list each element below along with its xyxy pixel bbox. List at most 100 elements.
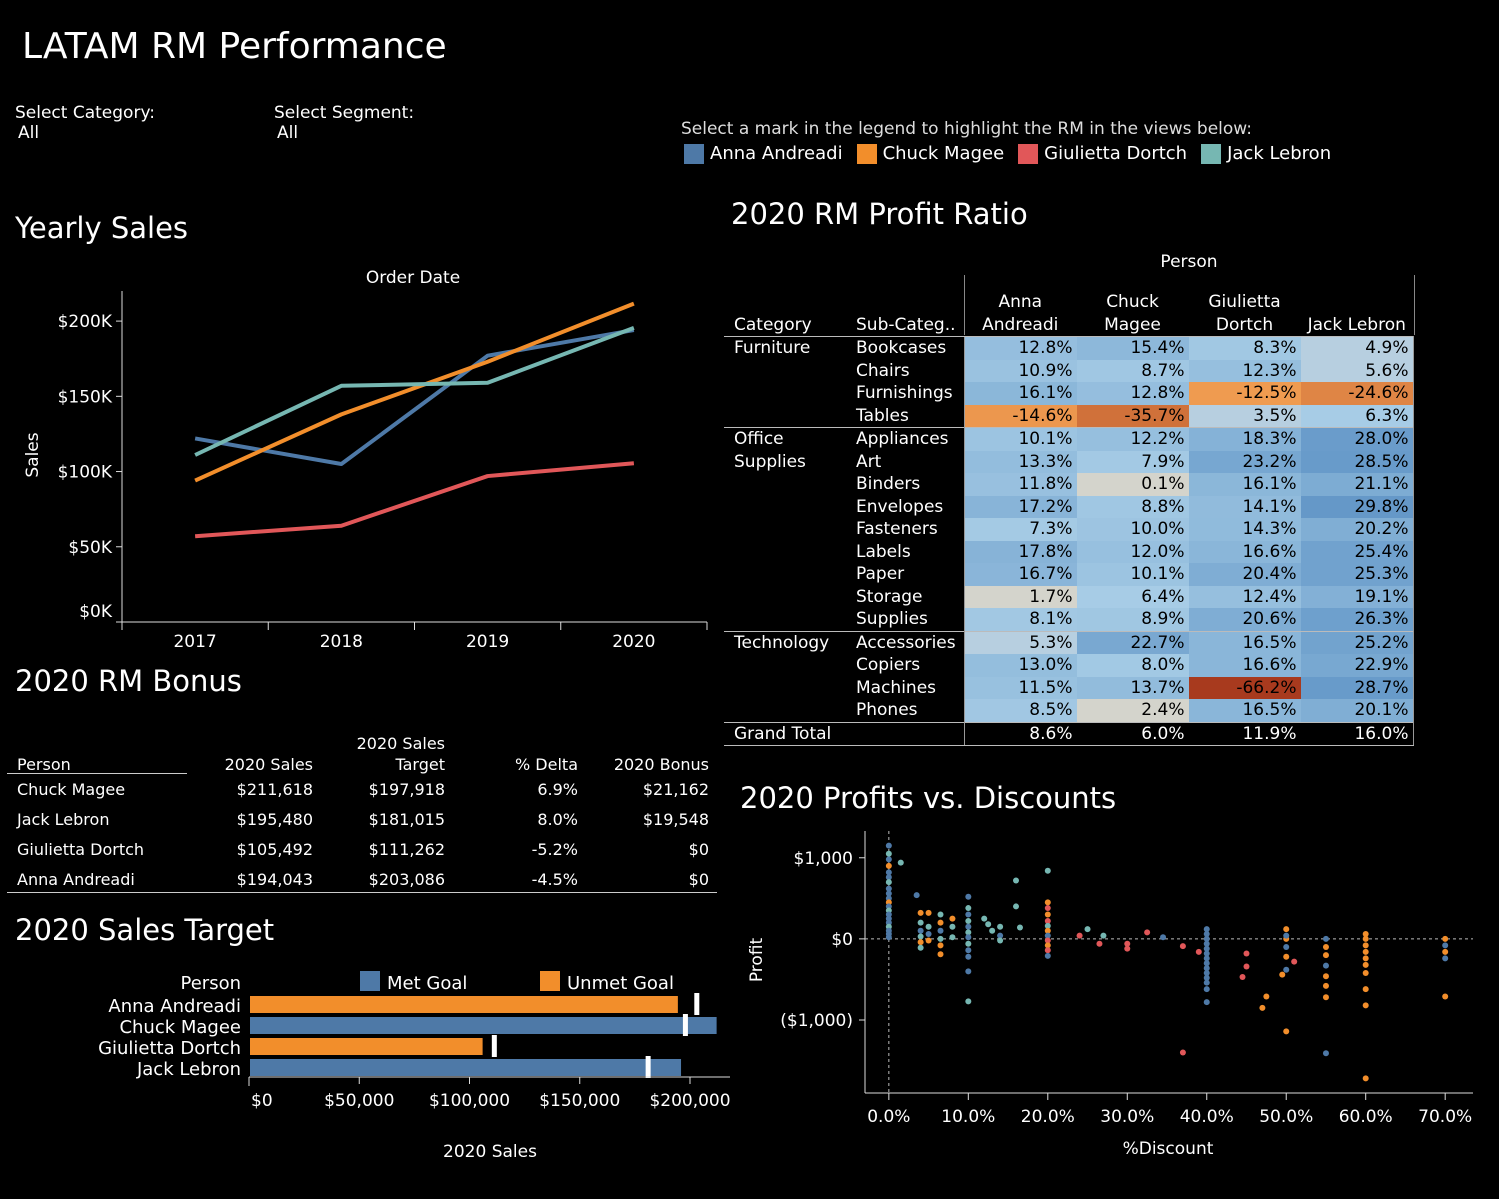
heatmap-cell[interactable]: 6.4%	[1076, 585, 1189, 608]
scatter-point[interactable]	[937, 927, 944, 934]
heatmap-cell[interactable]: 20.4%	[1188, 563, 1301, 586]
scatter-point[interactable]	[937, 942, 944, 949]
heatmap-cell[interactable]: 8.1%	[963, 608, 1077, 631]
scatter-point[interactable]	[885, 879, 892, 886]
scatter-point[interactable]	[1322, 1050, 1329, 1057]
heatmap-cell[interactable]: 10.9%	[963, 359, 1077, 382]
heatmap-cell[interactable]: 17.2%	[963, 495, 1077, 518]
scatter-point[interactable]	[965, 968, 972, 975]
heatmap-cell[interactable]: 8.0%	[1076, 654, 1189, 677]
scatter-point[interactable]	[885, 842, 892, 849]
heatmap-cell[interactable]: -66.2%	[1188, 676, 1301, 699]
scatter-point[interactable]	[1100, 932, 1107, 939]
legend-item-anna-andreadi[interactable]: Anna Andreadi	[684, 143, 843, 164]
heatmap-cell[interactable]: 11.5%	[963, 676, 1077, 699]
heatmap-cell[interactable]: 20.1%	[1300, 699, 1414, 722]
scatter-point[interactable]	[1322, 994, 1329, 1001]
heatmap-cell[interactable]: 28.5%	[1300, 450, 1414, 473]
heatmap-cell[interactable]: 2.4%	[1076, 699, 1189, 722]
scatter-point[interactable]	[1044, 905, 1051, 912]
scatter-point[interactable]	[1243, 950, 1250, 957]
scatter-point[interactable]	[1044, 927, 1051, 934]
scatter-point[interactable]	[1291, 958, 1298, 965]
bar-anna-andreadi[interactable]	[250, 996, 678, 1013]
scatter-point[interactable]	[1362, 1002, 1369, 1009]
scatter-point[interactable]	[965, 923, 972, 930]
legend-item-giulietta-dortch[interactable]: Giulietta Dortch	[1018, 143, 1187, 164]
scatter-point[interactable]	[1283, 926, 1290, 933]
scatter-point[interactable]	[997, 932, 1004, 939]
scatter-point[interactable]	[1016, 924, 1023, 931]
scatter-point[interactable]	[1195, 948, 1202, 955]
heatmap-cell[interactable]: 10.1%	[1076, 563, 1189, 586]
line-series-jack-lebron[interactable]	[194, 326, 635, 457]
heatmap-cell[interactable]: 12.8%	[963, 336, 1077, 360]
scatter-point[interactable]	[917, 919, 924, 926]
heatmap-cell[interactable]: 28.7%	[1300, 676, 1414, 699]
heatmap-cell[interactable]: 10.0%	[1076, 518, 1189, 541]
scatter-point[interactable]	[965, 940, 972, 947]
legend-item-jack-lebron[interactable]: Jack Lebron	[1201, 143, 1331, 164]
scatter-point[interactable]	[1279, 971, 1286, 978]
scatter-point[interactable]	[1203, 965, 1210, 972]
heatmap-cell[interactable]: 22.9%	[1300, 654, 1414, 677]
scatter-point[interactable]	[885, 869, 892, 876]
scatter-point[interactable]	[965, 911, 972, 918]
scatter-point[interactable]	[937, 919, 944, 926]
heatmap-cell[interactable]: 12.2%	[1076, 427, 1189, 451]
scatter-point[interactable]	[925, 909, 932, 916]
segment-filter-value[interactable]: All	[277, 123, 299, 143]
scatter-point[interactable]	[1283, 943, 1290, 950]
scatter-point[interactable]	[1203, 999, 1210, 1006]
scatter-point[interactable]	[1283, 966, 1290, 973]
scatter-point[interactable]	[949, 934, 956, 941]
scatter-point[interactable]	[1442, 993, 1449, 1000]
heatmap-cell[interactable]: 16.5%	[1188, 630, 1301, 654]
scatter-point[interactable]	[925, 931, 932, 938]
scatter-point[interactable]	[1044, 899, 1051, 906]
scatter-point[interactable]	[997, 937, 1004, 944]
scatter-point[interactable]	[1203, 945, 1210, 952]
scatter-point[interactable]	[1322, 935, 1329, 942]
scatter-point[interactable]	[1203, 986, 1210, 993]
scatter-point[interactable]	[885, 862, 892, 869]
heatmap-cell[interactable]: 25.3%	[1300, 563, 1414, 586]
scatter-point[interactable]	[937, 935, 944, 942]
heatmap-cell[interactable]: 16.6%	[1188, 540, 1301, 563]
scatter-point[interactable]	[1203, 969, 1210, 976]
heatmap-cell[interactable]: 22.7%	[1076, 630, 1189, 654]
heatmap-cell[interactable]: 25.2%	[1300, 630, 1414, 654]
scatter-point[interactable]	[989, 927, 996, 934]
scatter-point[interactable]	[917, 933, 924, 940]
scatter-point[interactable]	[1362, 948, 1369, 955]
line-series-chuck-magee[interactable]	[194, 301, 635, 483]
category-filter-value[interactable]: All	[18, 123, 40, 143]
heatmap-cell[interactable]: 8.9%	[1076, 608, 1189, 631]
scatter-point[interactable]	[1203, 950, 1210, 957]
heatmap-cell[interactable]: 16.1%	[963, 382, 1077, 405]
scatter-point[interactable]	[1259, 1004, 1266, 1011]
scatter-point[interactable]	[1442, 948, 1449, 955]
heatmap-cell[interactable]: 12.3%	[1188, 359, 1301, 382]
scatter-point[interactable]	[1283, 1028, 1290, 1035]
scatter-point[interactable]	[925, 923, 932, 930]
heatmap-cell[interactable]: 21.1%	[1300, 473, 1414, 496]
bar-giulietta-dortch[interactable]	[250, 1038, 483, 1055]
scatter-point[interactable]	[1263, 993, 1270, 1000]
scatter-point[interactable]	[1442, 935, 1449, 942]
heatmap-cell[interactable]: 16.1%	[1188, 473, 1301, 496]
scatter-point[interactable]	[1203, 955, 1210, 962]
heatmap-cell[interactable]: -35.7%	[1076, 404, 1189, 428]
legend-item-chuck-magee[interactable]: Chuck Magee	[856, 143, 1004, 164]
heatmap-cell[interactable]: 16.5%	[1188, 699, 1301, 722]
scatter-point[interactable]	[913, 892, 920, 899]
heatmap-cell[interactable]: 7.9%	[1076, 450, 1189, 473]
scatter-point[interactable]	[1179, 1049, 1186, 1056]
scatter-point[interactable]	[965, 998, 972, 1005]
scatter-point[interactable]	[1076, 932, 1083, 939]
scatter-point[interactable]	[1203, 974, 1210, 981]
scatter-point[interactable]	[965, 918, 972, 925]
heatmap-cell[interactable]: 16.6%	[1188, 654, 1301, 677]
scatter-point[interactable]	[885, 934, 892, 941]
scatter-point[interactable]	[985, 921, 992, 928]
